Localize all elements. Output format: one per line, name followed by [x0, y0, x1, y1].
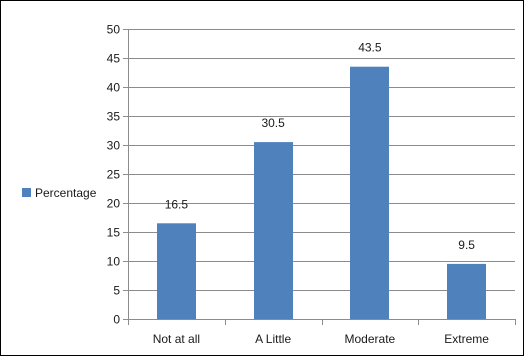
y-tick-label: 10: [107, 255, 121, 269]
y-tick-label: 5: [113, 284, 120, 298]
bar-data-label: 43.5: [358, 41, 382, 55]
bar-data-label: 30.5: [261, 116, 285, 130]
y-tick-label: 20: [107, 197, 121, 211]
y-tick-label: 0: [113, 313, 120, 327]
bar-data-label: 9.5: [458, 238, 475, 252]
bar: [254, 142, 293, 319]
y-tick-label: 35: [107, 110, 121, 124]
y-tick-label: 15: [107, 226, 121, 240]
y-tick-label: 40: [107, 81, 121, 95]
bar: [157, 223, 196, 319]
y-tick-label: 30: [107, 139, 121, 153]
bar: [350, 67, 389, 319]
bars: [157, 67, 486, 319]
x-category-label: Not at all: [153, 332, 200, 346]
x-category-label: Moderate: [345, 332, 396, 346]
y-tick-label: 25: [107, 168, 121, 182]
bar-data-label: 16.5: [165, 197, 189, 211]
bar: [447, 264, 486, 319]
legend-swatch: [22, 188, 31, 197]
legend-label: Percentage: [35, 186, 97, 200]
legend: Percentage: [22, 186, 97, 200]
x-category-label: Extreme: [444, 332, 489, 346]
y-tick-label: 50: [107, 23, 121, 37]
x-category-label: A Little: [255, 332, 291, 346]
y-tick-label: 45: [107, 52, 121, 66]
